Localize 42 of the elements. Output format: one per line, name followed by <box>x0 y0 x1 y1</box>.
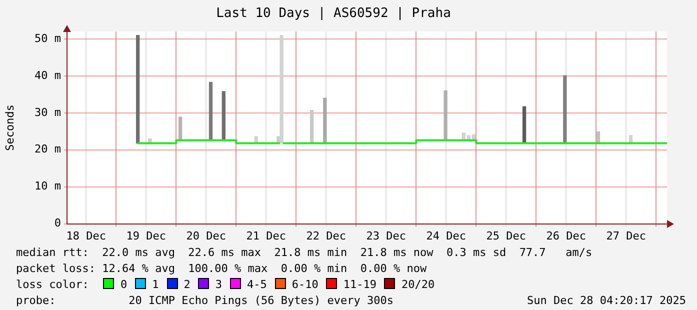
text: 2 <box>184 278 190 291</box>
text: 20 ICMP Echo Pings (56 Bytes) every 300s <box>128 294 394 307</box>
text: median rtt: 22.0 ms avg 22.6 ms max 21.8 ms min 21.8 ms now 0.3 ms sd 77.7 am/s <box>16 246 592 259</box>
bar <box>136 34 140 144</box>
y-tick-label: 40 m <box>34 68 62 82</box>
x-tick-label: 18 Dec <box>66 229 106 242</box>
x-tick-label: 22 Dec <box>306 229 346 242</box>
bar <box>178 116 182 141</box>
text: 20/20 <box>401 278 435 291</box>
x-tick-label: 25 Dec <box>486 229 526 242</box>
text: 11-19 <box>343 278 376 291</box>
text: 0 <box>120 278 128 291</box>
x-tick-label: 19 Dec <box>126 229 166 242</box>
text: packet loss: 12.64 % avg 100.00 % max 0.00 % min 0.00 % now <box>16 262 427 275</box>
text: 6-10 <box>292 278 318 291</box>
y-tick-label: 50 m <box>34 32 62 45</box>
x-tick-label: 26 Dec <box>546 229 586 242</box>
x-tick-label: 21 Dec <box>246 229 286 242</box>
y-tick-label: 10 m <box>34 180 62 193</box>
y-tick-label: 0 <box>54 216 61 230</box>
x-tick-label: 24 Dec <box>426 229 466 242</box>
bar <box>280 34 284 144</box>
bar <box>323 98 327 144</box>
chart-title: Last 10 Days | AS60592 | Praha <box>216 6 451 22</box>
bar <box>563 75 567 144</box>
bar <box>208 82 213 141</box>
text: 3 <box>215 278 222 291</box>
text: loss color: <box>16 278 90 291</box>
bar <box>444 90 448 141</box>
y-tick-label: 30 m <box>34 106 62 119</box>
x-tick-label: 20 Dec <box>186 229 226 242</box>
text: probe: <box>16 294 57 307</box>
text: 4-5 <box>246 278 267 291</box>
text: 1 <box>152 278 159 291</box>
y-axis-title: Seconds <box>3 104 16 151</box>
bar <box>222 91 226 141</box>
text: Sun Dec 28 04:20:17 2025 <box>527 293 686 309</box>
y-tick-label: 20 m <box>34 142 62 156</box>
bar <box>522 106 526 144</box>
x-tick-label: 23 Dec <box>366 229 406 242</box>
x-tick-label: 27 Dec <box>606 229 646 242</box>
bar <box>310 110 314 144</box>
